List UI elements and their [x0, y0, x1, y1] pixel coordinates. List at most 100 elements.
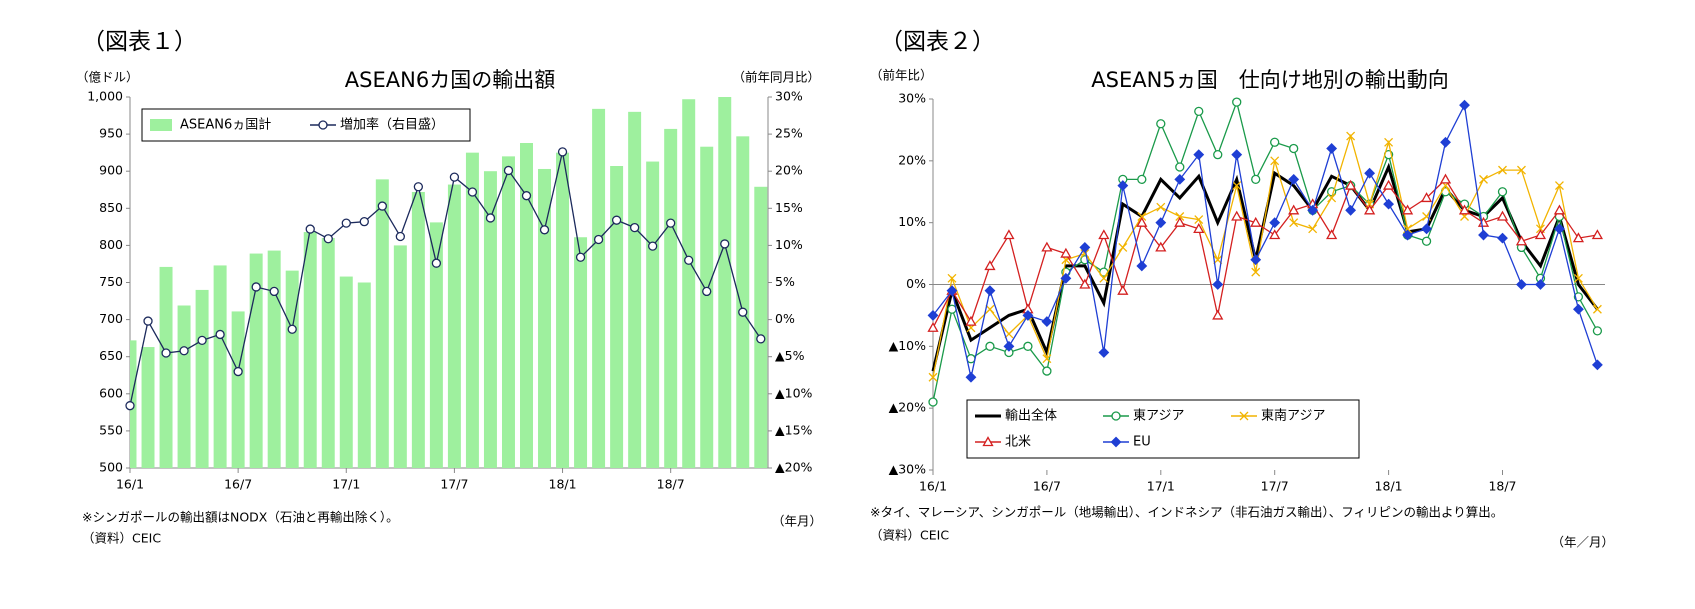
x-tick-label: 17/1: [1147, 479, 1175, 494]
legend: [966, 399, 1360, 459]
x-tick-label: 18/1: [1375, 479, 1403, 494]
y-tick-label: 1,000: [87, 89, 123, 104]
legend-label: 北米: [1005, 435, 1031, 450]
marker: [1384, 137, 1394, 147]
marker: [1060, 272, 1072, 284]
x-axis-label: （年／月）: [1551, 535, 1614, 550]
marker: [1136, 260, 1148, 272]
bar: [754, 186, 768, 469]
bar: [285, 270, 299, 468]
bar: [592, 108, 606, 468]
marker: [1478, 229, 1489, 241]
marker: [1327, 193, 1337, 203]
y-tick-label: 900: [99, 163, 123, 178]
marker: [359, 217, 369, 227]
y-tick-label: 850: [99, 200, 123, 215]
bar: [682, 99, 696, 468]
marker: [1515, 235, 1528, 246]
y-tick-label: 20%: [898, 152, 926, 167]
marker: [1231, 210, 1243, 221]
marker: [503, 165, 514, 176]
marker: [1155, 217, 1167, 229]
bar: [339, 276, 353, 468]
bar: [393, 245, 407, 468]
y2-tick-label: 20%: [775, 163, 803, 178]
bar: [664, 128, 678, 468]
y2-tick-label: 30%: [775, 89, 803, 104]
legend-swatch: [150, 119, 172, 131]
bar: [357, 282, 371, 468]
marker: [702, 286, 712, 297]
bar: [465, 152, 479, 468]
marker: [985, 304, 995, 314]
marker: [287, 324, 297, 334]
y2-tick-label: 0%: [775, 311, 795, 326]
marker: [1155, 241, 1167, 252]
marker: [684, 255, 694, 265]
marker: [1194, 106, 1204, 117]
marker: [1439, 173, 1452, 184]
marker: [1117, 284, 1129, 295]
marker: [251, 282, 261, 292]
marker: [1554, 223, 1565, 235]
marker: [1239, 411, 1249, 421]
marker: [629, 222, 640, 233]
legend-label: 増加率（右目盛）: [340, 117, 444, 133]
marker: [143, 316, 153, 326]
marker: [1289, 218, 1299, 228]
marker: [1232, 97, 1242, 107]
marker: [1099, 273, 1109, 283]
marker: [1022, 309, 1034, 321]
marker: [1288, 173, 1300, 185]
marker: [1326, 229, 1338, 240]
marker: [1193, 149, 1205, 161]
bar: [501, 156, 515, 469]
marker: [1118, 242, 1128, 252]
marker: [1212, 279, 1224, 290]
marker: [1554, 181, 1564, 191]
y-tick-label: 30%: [898, 91, 926, 106]
marker: [1175, 212, 1185, 221]
marker: [985, 341, 995, 351]
bar: [429, 222, 443, 468]
marker: [1003, 340, 1015, 352]
marker: [431, 258, 442, 268]
y-tick-label: 10%: [898, 214, 926, 229]
marker: [1458, 204, 1471, 215]
marker: [557, 147, 568, 157]
marker: [269, 286, 279, 297]
marker: [1401, 204, 1414, 215]
bar: [141, 347, 155, 468]
marker: [1420, 192, 1433, 203]
marker: [1232, 181, 1242, 191]
marker: [1079, 278, 1091, 289]
marker: [1111, 411, 1121, 421]
marker: [1346, 131, 1356, 141]
marker: [449, 172, 460, 182]
bar: [231, 311, 245, 468]
x-tick-label: 16/7: [224, 477, 252, 492]
x-tick-label: 17/7: [440, 477, 468, 492]
bar: [718, 97, 732, 468]
marker: [1231, 149, 1243, 161]
marker: [1041, 241, 1053, 252]
y-tick-label: 600: [99, 385, 123, 400]
bar: [610, 166, 624, 469]
marker: [666, 218, 676, 228]
source: （資料）CEIC: [870, 528, 949, 543]
marker: [1270, 156, 1280, 166]
marker: [1137, 212, 1147, 221]
marker: [1041, 316, 1053, 328]
marker: [593, 234, 604, 245]
marker: [1517, 165, 1526, 175]
marker: [215, 329, 225, 340]
bar: [538, 168, 552, 468]
marker: [1497, 187, 1508, 197]
marker: [305, 224, 315, 234]
bar: [574, 237, 588, 468]
marker: [927, 309, 939, 321]
marker: [1156, 202, 1166, 212]
marker: [1345, 179, 1357, 190]
line: [129, 151, 762, 406]
y-tick-label: 0%: [906, 276, 926, 291]
